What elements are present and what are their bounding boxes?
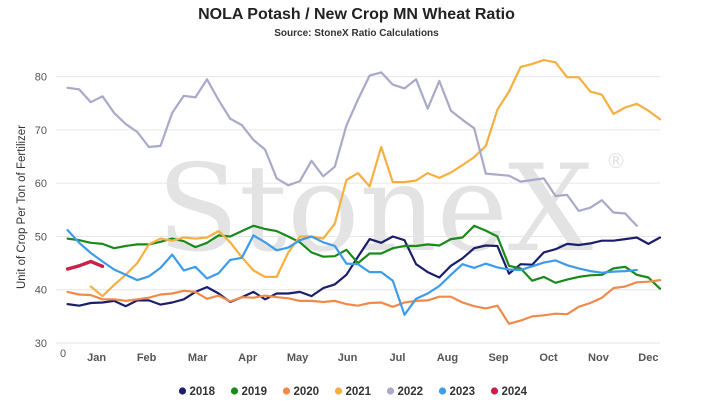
- legend-marker-2021: [334, 387, 343, 395]
- x-tick-label: Mar: [188, 352, 208, 364]
- series-line-2020: [66, 279, 662, 325]
- y-tick-label: 80: [35, 72, 47, 84]
- x-tick-label: May: [287, 352, 309, 364]
- y-tick-label: 30: [35, 338, 47, 350]
- x-tick-label: Jul: [390, 352, 406, 364]
- y-tick-label: 70: [35, 125, 47, 137]
- legend-label-2020: 2020: [294, 386, 320, 398]
- series-line-2018: [66, 235, 662, 308]
- legend-marker-2019: [230, 387, 239, 395]
- chart-subtitle: Source: StoneX Ratio Calculations: [274, 28, 439, 39]
- stonex-watermark: StoneX: [157, 140, 593, 279]
- x-tick-label: Aug: [437, 352, 458, 364]
- x-tick-label: Feb: [137, 352, 157, 364]
- x-tick-label: Nov: [588, 352, 610, 364]
- legend-marker-2018: [178, 387, 187, 395]
- series-lines: [65, 58, 662, 325]
- legend-label-2018: 2018: [190, 386, 216, 398]
- series-line-2023: [66, 229, 638, 316]
- x-tick-label: Oct: [539, 352, 558, 364]
- x-tick-label: Jun: [338, 352, 358, 364]
- chart-title: NOLA Potash / New Crop MN Wheat Ratio: [198, 6, 515, 23]
- series-line-2021: [89, 58, 662, 298]
- y-axis-label: Unit of Crop Per Ton of Fertilizer: [16, 125, 28, 289]
- y-axis-ticks: 30 40 50 60 70 80: [35, 72, 47, 350]
- y-tick-label: 40: [35, 285, 47, 297]
- y-tick-label: 60: [35, 178, 47, 190]
- x-axis-ticks: 0 Jan Feb Mar Apr May Jun Jul Aug Sep Oct Nov Dec: [60, 348, 659, 364]
- legend-label-2024: 2024: [502, 386, 528, 398]
- gridlines: [56, 76, 660, 344]
- x-origin-label: 0: [60, 348, 66, 360]
- registered-mark-icon: ®: [606, 149, 626, 173]
- legend-marker-2023: [438, 387, 447, 395]
- legend: 2018 2019 2020 2021 2022 2023 2024: [178, 386, 528, 398]
- legend-label-2019: 2019: [242, 386, 268, 398]
- legend-marker-2022: [386, 387, 395, 395]
- series-line-2024: [65, 259, 105, 271]
- legend-label-2022: 2022: [398, 386, 424, 398]
- y-tick-label: 50: [35, 231, 47, 243]
- legend-marker-2020: [282, 387, 291, 395]
- legend-label-2021: 2021: [346, 386, 372, 398]
- x-tick-label: Jan: [87, 352, 106, 364]
- x-tick-label: Dec: [638, 352, 658, 364]
- legend-marker-2024: [490, 387, 499, 395]
- x-tick-label: Apr: [238, 352, 258, 364]
- series-line-2022: [66, 71, 638, 227]
- legend-label-2023: 2023: [450, 386, 476, 398]
- x-tick-label: Sep: [488, 352, 508, 364]
